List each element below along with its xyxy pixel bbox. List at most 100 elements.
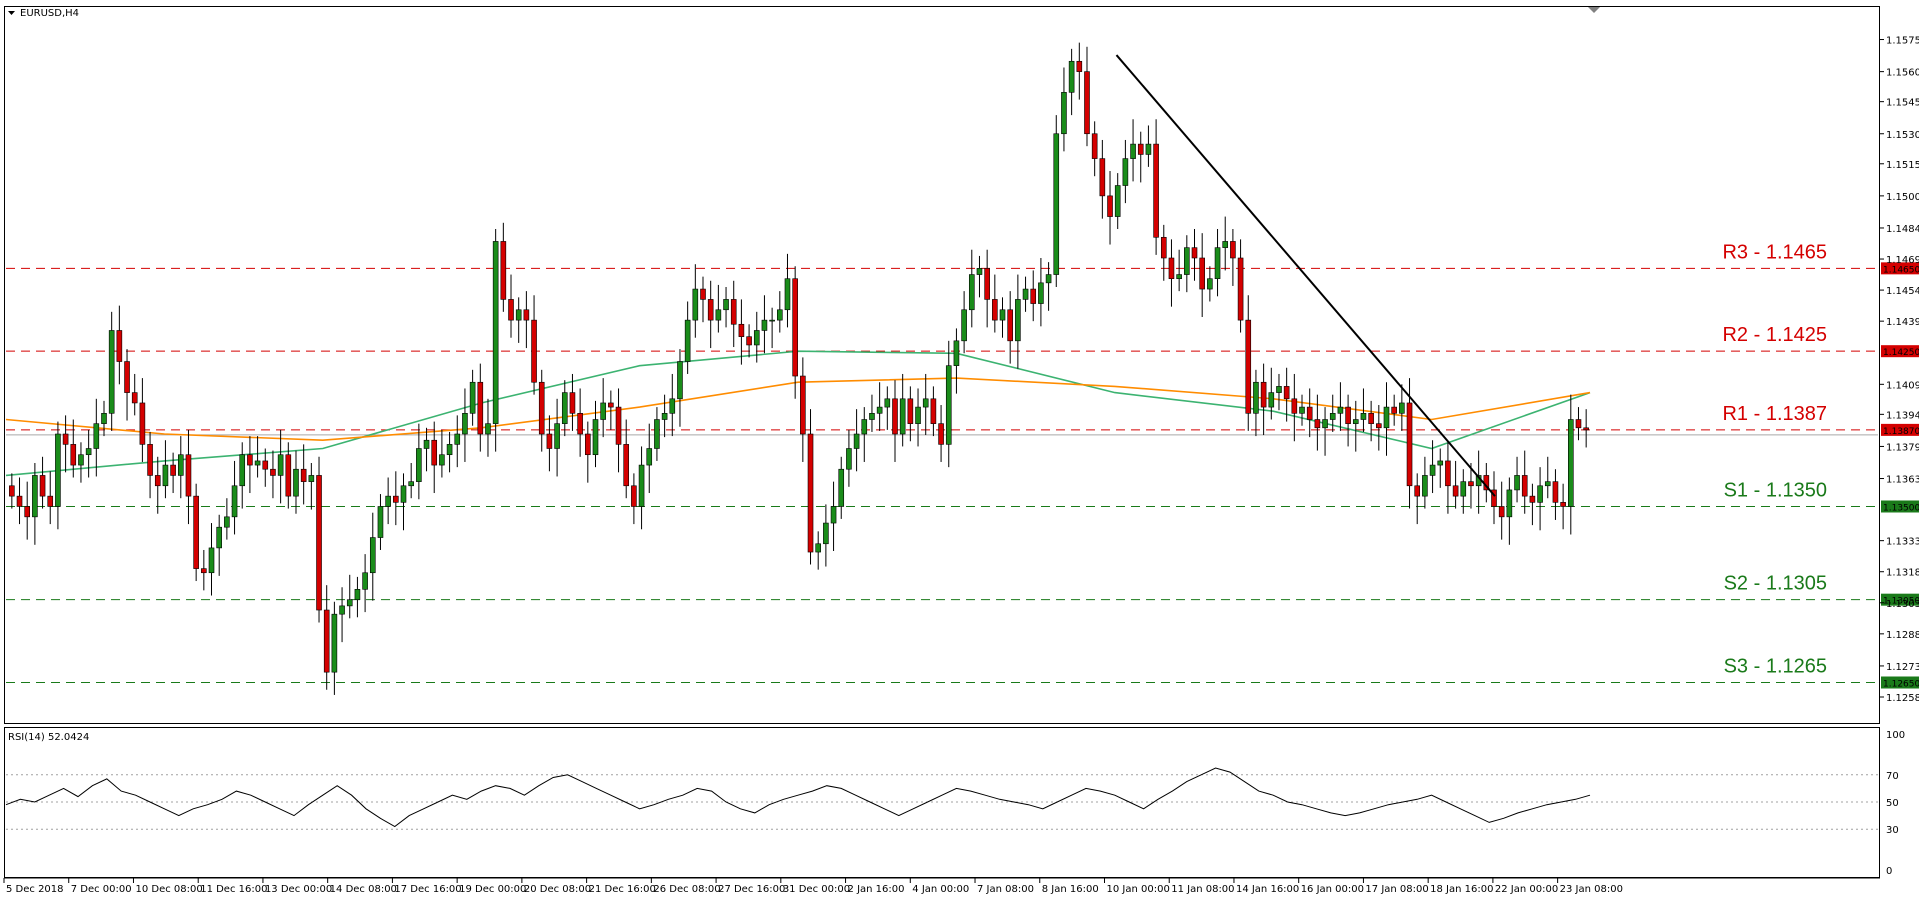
candle-body: [1076, 60, 1083, 72]
candle-body: [938, 423, 944, 445]
candle-body: [101, 413, 107, 424]
date-tick-label: 20 Dec 08:00: [524, 884, 591, 895]
candle-body: [239, 454, 246, 487]
candle-body: [339, 605, 345, 615]
candle-body: [631, 485, 637, 507]
candle-body: [85, 448, 92, 456]
candle-body: [354, 589, 361, 600]
candle-body: [738, 323, 745, 337]
candle-body: [815, 543, 821, 553]
candle-body: [316, 475, 322, 611]
candle-body: [861, 419, 868, 435]
date-tick-label: 5 Dec 2018: [6, 884, 64, 895]
level-tag-bg-2: [1881, 423, 1919, 436]
candle-body: [945, 365, 952, 445]
candle-body: [876, 406, 883, 414]
date-tick-label: 31 Dec 00:00: [783, 884, 850, 895]
candle-body: [692, 288, 699, 321]
candle-body: [208, 547, 215, 574]
date-tick-label: 13 Dec 00:00: [265, 884, 332, 895]
collapse-arrow-icon[interactable]: [8, 11, 15, 15]
sr-levels: R3 - 1.1465 1.14650 R2 - 1.1425 1.14250 R1 -…: [6, 241, 1919, 690]
candle-body: [1283, 386, 1290, 400]
downtrend-line: [1115, 54, 1496, 497]
candle-body: [162, 464, 169, 487]
candle-body: [1399, 402, 1405, 414]
candle-body: [1199, 257, 1205, 290]
level-tag-bg-1: [1881, 345, 1919, 358]
candle-body: [39, 475, 46, 497]
candle-body: [1030, 288, 1037, 304]
candle-body: [1137, 143, 1144, 155]
candle-body: [24, 506, 30, 518]
candle-body: [369, 537, 376, 574]
price-tick-label: 1.14695: [1886, 255, 1919, 266]
candle-body: [1337, 406, 1344, 414]
candle-body: [1260, 381, 1267, 408]
candle-body: [1253, 381, 1259, 414]
rsi-indicator: 100 70 50 30 0: [5, 730, 1905, 877]
candle-body: [170, 464, 176, 476]
price-tick-label: 1.15000: [1886, 192, 1919, 203]
candle-body: [600, 402, 606, 420]
price-tick-label: 1.15300: [1886, 130, 1919, 141]
candle-body: [922, 398, 929, 408]
candle-body: [654, 419, 660, 449]
candle-body: [684, 319, 691, 362]
level-tag-1: 1.14250: [1883, 348, 1919, 358]
candle-body: [154, 475, 161, 487]
candle-body: [1015, 299, 1021, 342]
candle-body: [899, 398, 906, 435]
candle-body: [431, 439, 438, 466]
candle-body: [1214, 247, 1221, 280]
price-tick-label: 1.13945: [1886, 410, 1919, 421]
level-tag-5: 1.12650: [1883, 680, 1919, 690]
candle-body: [792, 278, 798, 377]
level-tag-4: 1.13050: [1883, 597, 1919, 607]
price-tick-label: 1.12730: [1886, 662, 1919, 673]
candle-body: [615, 406, 622, 445]
candle-body: [300, 468, 307, 482]
price-tick-label: 1.13335: [1886, 537, 1919, 548]
candle-body: [1168, 257, 1175, 280]
candle-body: [1291, 398, 1298, 414]
candle-body: [1191, 247, 1198, 259]
scroll-marker-icon[interactable]: [1588, 7, 1600, 13]
candle-body: [1268, 392, 1275, 408]
candle-body: [177, 454, 184, 476]
candle-body: [577, 413, 583, 435]
candle-body: [1422, 475, 1428, 497]
candle-body: [1153, 143, 1159, 238]
level-label-3: S1 - 1.1350: [1724, 479, 1827, 501]
date-tick-label: 7 Jan 08:00: [977, 884, 1034, 895]
price-tick-label: 1.15755: [1886, 36, 1919, 47]
price-tick-label: 1.13790: [1886, 442, 1919, 453]
candle-body: [730, 299, 737, 325]
level-tag-bg-0: [1881, 262, 1919, 275]
candle-body: [1314, 419, 1321, 429]
candle-body: [784, 278, 791, 311]
candle-body: [992, 299, 998, 321]
candle-body: [1329, 413, 1336, 420]
candle-body: [1583, 427, 1589, 431]
candle-body: [78, 454, 84, 466]
price-tick-label: 1.13035: [1886, 599, 1919, 610]
candle-body: [446, 444, 453, 456]
candle-body: [416, 448, 422, 482]
candle-body: [746, 336, 752, 346]
candle-body: [1383, 406, 1390, 429]
level-tag-bg-4: [1881, 593, 1919, 606]
price-tick-label: 1.15600: [1886, 68, 1919, 79]
candle-body: [1552, 481, 1559, 503]
price-tick-label: 1.12580: [1886, 693, 1919, 704]
candle-body: [1521, 475, 1528, 497]
candle-body: [1544, 481, 1551, 487]
candle-body: [393, 495, 399, 503]
candle-body: [262, 460, 269, 470]
candle-body: [846, 448, 852, 470]
candle-body: [585, 433, 591, 456]
candle-body: [1091, 133, 1098, 159]
date-tick-label: 11 Dec 16:00: [200, 884, 267, 895]
